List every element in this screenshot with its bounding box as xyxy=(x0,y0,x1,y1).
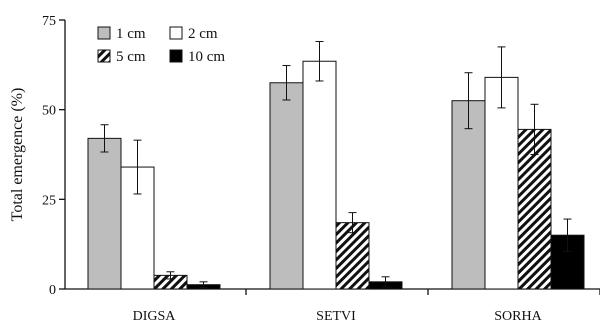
legend-swatch xyxy=(97,26,111,40)
y-axis-title: Total emergence (%) xyxy=(9,88,26,222)
x-tick-label: DIGSA xyxy=(133,309,177,324)
error-bar xyxy=(166,271,175,280)
error-bar xyxy=(315,41,324,82)
error-bars xyxy=(100,41,572,289)
bar-1cm-digsa xyxy=(87,137,122,290)
bar-5cm-sorha xyxy=(517,128,552,290)
y-tick-label: 75 xyxy=(42,14,56,29)
legend-swatch xyxy=(169,49,183,63)
x-tick-label: SORHA xyxy=(494,309,542,324)
legend-label: 2 cm xyxy=(188,26,218,42)
legend-label: 1 cm xyxy=(116,26,146,42)
legend-entry: 10 cm xyxy=(169,49,225,65)
error-bar xyxy=(282,65,291,101)
bar-2cm-sorha xyxy=(484,76,519,290)
error-bar xyxy=(497,46,506,109)
error-bar xyxy=(563,218,572,252)
bar-2cm-setvi xyxy=(302,60,337,290)
x-tick-label: SETVI xyxy=(316,309,356,324)
error-bar xyxy=(464,72,473,130)
legend-entry: 2 cm xyxy=(169,26,218,42)
error-bar xyxy=(199,281,208,289)
legend-swatch xyxy=(97,49,111,63)
legend-entry: 1 cm xyxy=(97,26,146,42)
error-bar xyxy=(530,103,539,155)
legend-swatch xyxy=(169,26,183,40)
error-bar xyxy=(133,139,142,195)
bars xyxy=(87,60,585,290)
legend-label: 10 cm xyxy=(188,49,225,65)
error-bar xyxy=(348,212,357,234)
y-tick-label: 25 xyxy=(42,193,56,208)
y-tick-label: 50 xyxy=(42,104,56,119)
legend-entry: 5 cm xyxy=(97,49,146,65)
error-bar xyxy=(100,124,109,153)
legend: 1 cm 2 cm 5 cm 10 cm xyxy=(97,26,225,65)
bar-5cm-setvi xyxy=(335,222,370,290)
error-bar xyxy=(381,276,390,288)
legend-label: 5 cm xyxy=(116,49,146,65)
bar-1cm-setvi xyxy=(269,82,304,290)
y-tick-label: 0 xyxy=(49,283,56,298)
